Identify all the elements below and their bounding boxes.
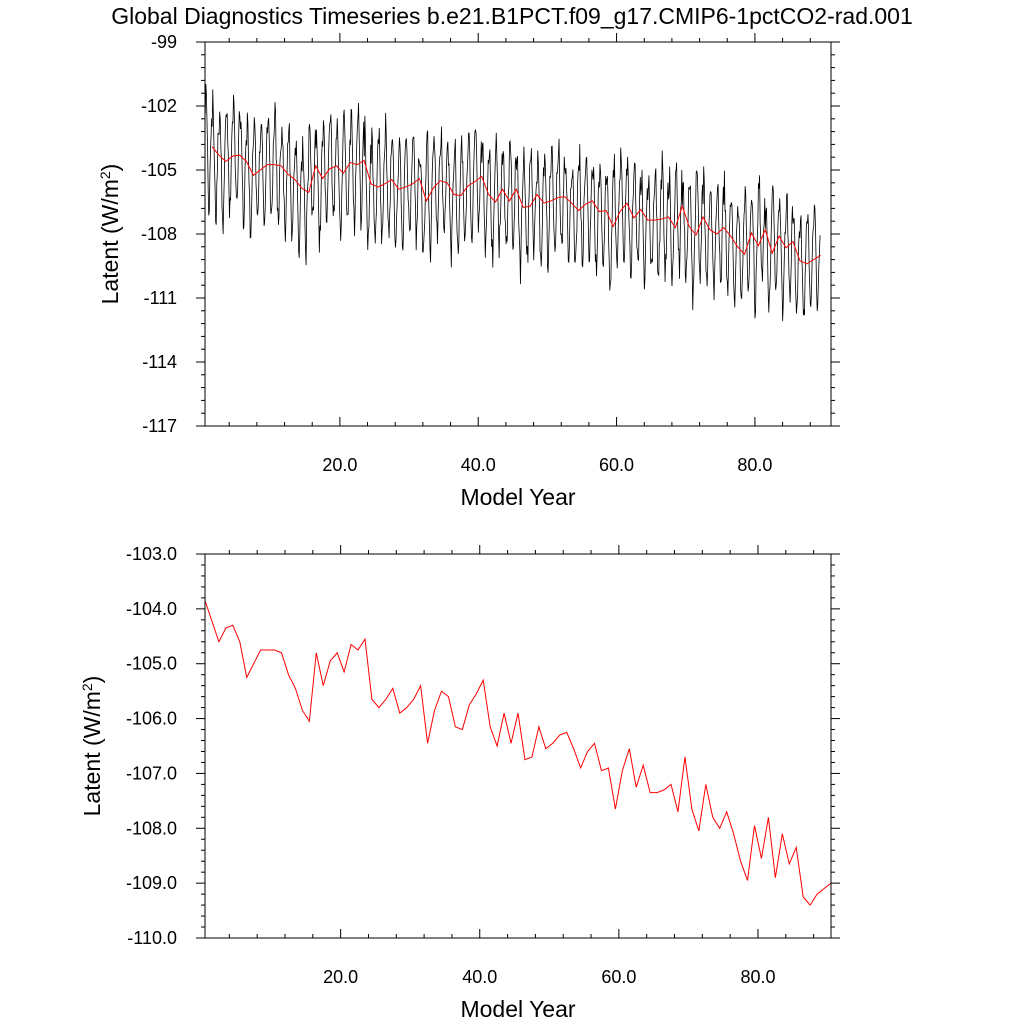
y-tick-label: -108	[141, 224, 177, 244]
bottom-x-axis-label: Model Year	[460, 996, 575, 1022]
y-tick-label: -117	[142, 416, 177, 436]
y-tick-label: -102	[141, 96, 177, 116]
x-tick-label: 20.0	[323, 967, 358, 987]
y-tick-label: -107.0	[126, 763, 177, 783]
y-tick-label: -114	[142, 352, 177, 372]
y-tick-label: -105.0	[126, 654, 177, 674]
figure-title: Global Diagnostics Timeseries b.e21.B1PC…	[111, 3, 913, 29]
top-y-axis-label: Latent (W/m2)	[97, 164, 123, 305]
y-tick-label: -109.0	[126, 873, 177, 893]
y-tick-label: -111	[144, 288, 177, 308]
y-tick-label: -108.0	[126, 818, 177, 838]
y-tick-label: -106.0	[126, 709, 177, 729]
x-tick-label: 80.0	[740, 967, 775, 987]
y-tick-label: -104.0	[126, 599, 177, 619]
bottom-plot-frame	[204, 553, 832, 939]
y-tick-label: -105	[141, 160, 177, 180]
y-tick-label: -103.0	[126, 544, 177, 564]
x-tick-label: 40.0	[461, 455, 496, 475]
x-tick-label: 80.0	[737, 455, 772, 475]
x-tick-label: 20.0	[322, 455, 357, 475]
y-tick-label: -110.0	[127, 928, 177, 948]
top-panel-chart: 20.0 40.0 60.0 80.0 -99 -102 -105 -108 -111 -114 -…	[97, 32, 840, 510]
bottom-panel-chart: 20.0 40.0 60.0 80.0 -103.0 -104.0 -105.0 -106.0…	[79, 544, 840, 1022]
x-tick-label: 60.0	[601, 967, 636, 987]
y-tick-label: -99	[151, 32, 177, 52]
top-plot-frame	[204, 41, 832, 427]
x-tick-label: 60.0	[599, 455, 634, 475]
top-x-axis-label: Model Year	[460, 484, 575, 510]
bottom-y-axis-label: Latent (W/m2)	[79, 676, 105, 817]
x-tick-label: 40.0	[462, 967, 497, 987]
monthly-series-line	[204, 83, 821, 322]
annual-mean-series-line	[204, 600, 832, 906]
annual-mean-series-line	[211, 146, 821, 265]
